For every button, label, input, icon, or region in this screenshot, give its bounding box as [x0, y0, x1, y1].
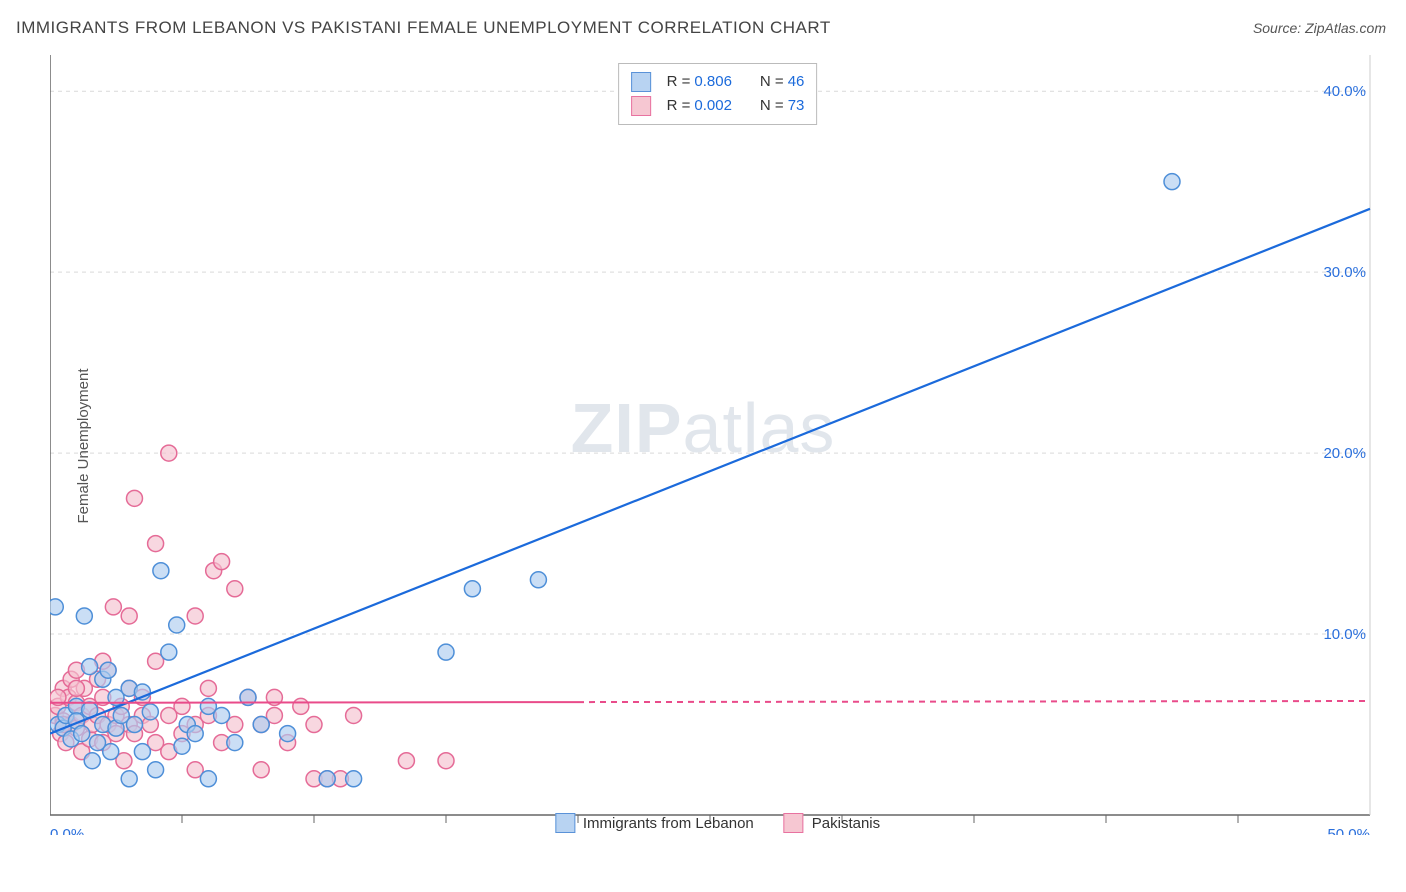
source-value: ZipAtlas.com: [1305, 20, 1386, 36]
svg-text:10.0%: 10.0%: [1323, 626, 1366, 643]
r-label-1: R =: [667, 97, 691, 114]
legend-item-1: Pakistanis: [784, 813, 880, 833]
svg-text:0.0%: 0.0%: [50, 826, 84, 835]
n-value-1: 73: [788, 97, 805, 114]
r-label-0: R =: [667, 73, 691, 90]
legend-correlation-box: R =0.806 N =46 R =0.002 N =73: [618, 63, 818, 125]
n-value-0: 46: [788, 73, 805, 90]
svg-text:30.0%: 30.0%: [1323, 264, 1366, 281]
scatter-plot-svg: 10.0% 20.0% 30.0% 40.0% 0.0% 50.0%: [50, 55, 1385, 835]
n-label-0: N =: [760, 73, 784, 90]
legend-row: R =0.002 N =73: [631, 94, 805, 118]
legend-label-1: Pakistanis: [812, 815, 880, 832]
chart-area: R =0.806 N =46 R =0.002 N =73 10.0% 20.0%…: [50, 55, 1385, 835]
legend-swatch-bottom-1: [784, 813, 804, 833]
svg-text:20.0%: 20.0%: [1323, 445, 1366, 462]
svg-text:50.0%: 50.0%: [1327, 826, 1370, 835]
chart-title: IMMIGRANTS FROM LEBANON VS PAKISTANI FEM…: [16, 18, 831, 38]
svg-text:40.0%: 40.0%: [1323, 83, 1366, 100]
legend-item-0: Immigrants from Lebanon: [555, 813, 754, 833]
n-label-1: N =: [760, 97, 784, 114]
legend-label-0: Immigrants from Lebanon: [583, 815, 754, 832]
legend-swatch-1: [631, 96, 651, 116]
legend-swatch-0: [631, 72, 651, 92]
r-value-0: 0.806: [694, 73, 732, 90]
legend-row: R =0.806 N =46: [631, 70, 805, 94]
r-value-1: 0.002: [694, 97, 732, 114]
source-label: Source:: [1253, 20, 1301, 36]
legend-series: Immigrants from Lebanon Pakistanis: [555, 813, 880, 833]
source-attribution: Source: ZipAtlas.com: [1253, 20, 1386, 36]
legend-swatch-bottom-0: [555, 813, 575, 833]
